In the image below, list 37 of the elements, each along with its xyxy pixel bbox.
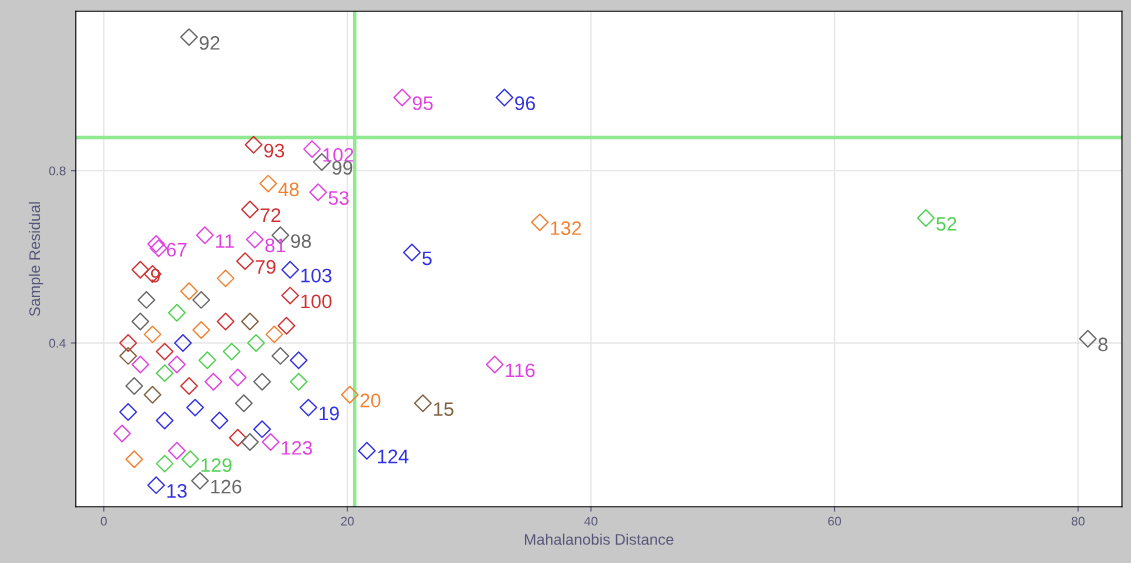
annotation: 81 xyxy=(265,238,286,253)
annotation: 123 xyxy=(281,441,312,455)
x-tick-label: 40 xyxy=(584,516,598,526)
annotation: 126 xyxy=(211,479,242,494)
x-axis-title: Mahalanobis Distance xyxy=(524,533,674,545)
x-tick-label: 60 xyxy=(828,516,841,526)
annotation: 116 xyxy=(505,363,535,378)
annotation: 13 xyxy=(167,484,187,498)
annotation: 103 xyxy=(301,268,332,283)
annotation: 98 xyxy=(291,234,311,248)
annotation: 124 xyxy=(378,449,409,464)
annotation: 93 xyxy=(264,143,285,158)
annotation: 67 xyxy=(166,242,187,257)
annotation: 8 xyxy=(1098,337,1108,352)
annotation: 92 xyxy=(199,36,220,50)
annotation: 15 xyxy=(434,402,454,416)
y-tick-label: 0.4 xyxy=(49,338,66,348)
annotation: 100 xyxy=(301,294,332,309)
annotation: 52 xyxy=(936,216,957,231)
annotation: 20 xyxy=(360,393,381,408)
annotation: 129 xyxy=(201,458,232,472)
annotation: 95 xyxy=(412,96,433,111)
annotation: 11 xyxy=(216,234,234,248)
annotation: 79 xyxy=(255,260,276,274)
x-tick-label: 0 xyxy=(100,516,107,526)
annotation: 19 xyxy=(319,406,339,421)
x-tick-label: 20 xyxy=(341,516,354,526)
annotation: 72 xyxy=(260,208,281,222)
y-tick-label: 0.8 xyxy=(49,166,66,176)
annotation: 48 xyxy=(278,182,299,197)
annotation: 53 xyxy=(328,191,349,205)
annotation: 99 xyxy=(332,160,353,175)
annotation: 96 xyxy=(515,96,535,111)
y-axis-title: Sample Residual xyxy=(28,202,44,317)
annotation: 132 xyxy=(551,221,581,236)
annotation: 5 xyxy=(422,251,432,266)
x-tick-label: 80 xyxy=(1071,516,1085,526)
